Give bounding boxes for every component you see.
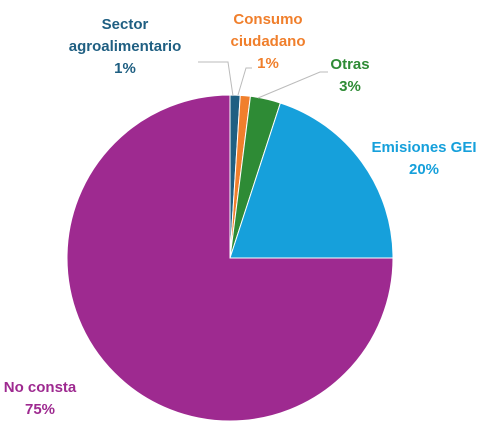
leader-line (257, 71, 328, 99)
pie-slice (66, 94, 394, 422)
pie-slice (229, 102, 394, 259)
category-label: No consta (3, 379, 77, 396)
value-label: 20% (408, 161, 440, 178)
leader-line (237, 67, 252, 96)
leader-line (198, 61, 234, 97)
category-label: Consumo ciudadano (230, 11, 306, 50)
data-label: Sector agroalimentario 1% (63, 14, 188, 80)
data-label: No consta 75% (0, 377, 90, 421)
data-label: Consumo ciudadano 1% (216, 9, 321, 75)
slices (66, 94, 394, 422)
value-label: 1% (257, 55, 279, 72)
category-label: Emisiones GEI (371, 139, 477, 156)
data-label: Emisiones GEI 20% (354, 137, 489, 181)
category-label: Otras (330, 56, 370, 73)
value-label: 3% (339, 78, 361, 95)
data-label: Otras 3% (310, 54, 390, 98)
category-label: Sector agroalimentario (68, 16, 182, 55)
value-label: 1% (114, 60, 136, 77)
value-label: 75% (24, 401, 56, 418)
